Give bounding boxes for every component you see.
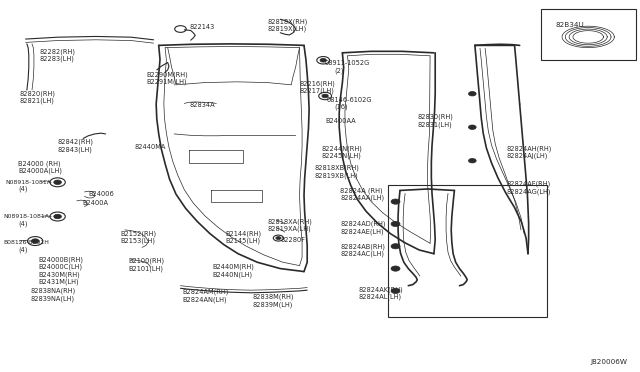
- Text: B24000C(LH): B24000C(LH): [38, 264, 83, 270]
- Circle shape: [391, 266, 400, 271]
- Text: 82819XB(LH): 82819XB(LH): [315, 172, 358, 179]
- Text: 82217(LH): 82217(LH): [300, 87, 334, 94]
- Bar: [388, 185, 547, 317]
- Text: 82280F: 82280F: [280, 237, 305, 243]
- Text: 82824A (RH): 82824A (RH): [340, 187, 383, 194]
- Circle shape: [468, 158, 476, 163]
- Text: 82216(RH): 82216(RH): [300, 80, 335, 87]
- Text: 82824AE(LH): 82824AE(LH): [340, 228, 384, 235]
- Text: 82440MA: 82440MA: [134, 144, 166, 150]
- Text: 08911-1052G: 08911-1052G: [325, 60, 371, 66]
- Text: N08918-1081A: N08918-1081A: [5, 180, 51, 185]
- Text: B24000B(RH): B24000B(RH): [38, 256, 83, 263]
- Text: 82818XA(RH): 82818XA(RH): [268, 218, 312, 225]
- Text: (4): (4): [18, 221, 28, 227]
- Text: 82824AA(LH): 82824AA(LH): [340, 195, 385, 201]
- Circle shape: [54, 180, 61, 185]
- Text: (16): (16): [335, 104, 348, 110]
- Text: 82824AG(LH): 82824AG(LH): [507, 188, 552, 195]
- Text: 82834A: 82834A: [189, 102, 215, 108]
- Circle shape: [468, 125, 476, 129]
- Circle shape: [468, 92, 476, 96]
- Text: J820006W: J820006W: [590, 359, 627, 365]
- Text: B08126-8201H: B08126-8201H: [3, 240, 49, 245]
- Circle shape: [391, 244, 400, 249]
- Text: 82821(LH): 82821(LH): [19, 98, 54, 105]
- Text: B2824AM(RH): B2824AM(RH): [182, 289, 228, 295]
- Text: 82824AF(RH): 82824AF(RH): [507, 181, 551, 187]
- Text: B24000A(LH): B24000A(LH): [18, 168, 62, 174]
- Text: 82819XA(LH): 82819XA(LH): [268, 225, 311, 232]
- Text: B2440N(LH): B2440N(LH): [212, 271, 253, 278]
- Text: B2400A: B2400A: [82, 200, 108, 206]
- Text: B2430M(RH): B2430M(RH): [38, 271, 80, 278]
- Text: 82843(LH): 82843(LH): [58, 146, 92, 153]
- Text: 82824AK(RH): 82824AK(RH): [358, 286, 403, 293]
- Text: 82824AC(LH): 82824AC(LH): [340, 250, 385, 257]
- Text: 82842(RH): 82842(RH): [58, 139, 93, 145]
- Text: 82245N(LH): 82245N(LH): [321, 153, 361, 160]
- Text: B2440M(RH): B2440M(RH): [212, 264, 254, 270]
- Text: 82839NA(LH): 82839NA(LH): [31, 295, 75, 302]
- Text: N08918-1081A: N08918-1081A: [3, 214, 49, 219]
- Circle shape: [320, 58, 326, 62]
- Text: B2100(RH): B2100(RH): [128, 258, 164, 264]
- Circle shape: [468, 259, 476, 263]
- Text: 822143: 822143: [189, 24, 214, 30]
- Text: 82819X(LH): 82819X(LH): [268, 26, 307, 32]
- Text: B2145(LH): B2145(LH): [225, 238, 260, 244]
- Text: 82244N(RH): 82244N(RH): [321, 145, 362, 152]
- Text: B2291M(LH): B2291M(LH): [146, 78, 186, 85]
- Text: B24000 (RH): B24000 (RH): [18, 160, 61, 167]
- Text: 82839M(LH): 82839M(LH): [253, 301, 293, 308]
- Circle shape: [54, 214, 61, 219]
- Text: 82838NA(RH): 82838NA(RH): [31, 288, 76, 294]
- Text: 82824AD(RH): 82824AD(RH): [340, 221, 386, 227]
- Circle shape: [31, 239, 39, 243]
- Text: (4): (4): [18, 186, 28, 192]
- Text: B2144(RH): B2144(RH): [225, 230, 261, 237]
- Text: 82818X(RH): 82818X(RH): [268, 18, 308, 25]
- Text: 82838M(RH): 82838M(RH): [253, 294, 294, 300]
- Text: B2101(LH): B2101(LH): [128, 265, 163, 272]
- Text: 82824AH(RH): 82824AH(RH): [507, 145, 552, 152]
- Text: 82820(RH): 82820(RH): [19, 90, 55, 97]
- Text: B2153(LH): B2153(LH): [120, 238, 156, 244]
- Text: 82282(RH): 82282(RH): [40, 48, 76, 55]
- Text: 82824AJ(LH): 82824AJ(LH): [507, 153, 548, 160]
- Circle shape: [468, 192, 476, 196]
- Circle shape: [276, 237, 281, 240]
- Text: 82824AL(LH): 82824AL(LH): [358, 294, 401, 300]
- Circle shape: [468, 225, 476, 230]
- Text: 82830(RH): 82830(RH): [417, 114, 453, 121]
- Text: 82818XB(RH): 82818XB(RH): [315, 165, 360, 171]
- Circle shape: [391, 288, 400, 294]
- Bar: [541, 9, 636, 60]
- Circle shape: [391, 221, 400, 227]
- Text: B2290M(RH): B2290M(RH): [146, 71, 188, 78]
- Text: (4): (4): [18, 247, 28, 253]
- Text: B2824AN(LH): B2824AN(LH): [182, 296, 227, 303]
- Text: B2431M(LH): B2431M(LH): [38, 279, 79, 285]
- Text: 08146-6102G: 08146-6102G: [326, 97, 372, 103]
- Text: 82831(LH): 82831(LH): [417, 121, 452, 128]
- Text: 82283(LH): 82283(LH): [40, 55, 74, 62]
- Text: B2400AA: B2400AA: [325, 118, 356, 124]
- Text: B2152(RH): B2152(RH): [120, 230, 156, 237]
- Text: (2): (2): [334, 67, 344, 74]
- Text: B24006: B24006: [88, 191, 114, 197]
- Text: 82824AB(RH): 82824AB(RH): [340, 243, 385, 250]
- Circle shape: [322, 94, 328, 98]
- Circle shape: [391, 199, 400, 204]
- Text: 82B34U: 82B34U: [556, 22, 584, 28]
